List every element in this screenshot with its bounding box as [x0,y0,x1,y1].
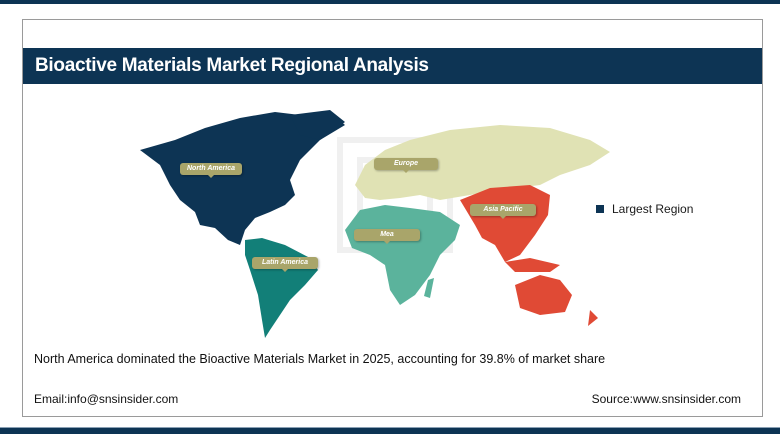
region-mea[interactable] [345,205,460,305]
map-label-north-america: North America [180,163,242,178]
legend: Largest Region [596,202,693,216]
top-bar [0,0,780,4]
region-madagascar[interactable] [424,278,434,298]
legend-label: Largest Region [612,202,694,216]
page-title: Bioactive Materials Market Regional Anal… [23,48,762,84]
legend-swatch [596,205,604,213]
map-label-asia-pacific: Asia Pacific [470,204,536,219]
region-indonesia[interactable] [505,258,560,272]
bottom-bar [0,427,780,434]
region-greenland[interactable] [290,110,345,140]
region-north-america[interactable] [140,112,345,245]
region-latin-america[interactable] [245,238,318,338]
region-asia-pacific[interactable] [460,185,550,262]
map-label-latin-america: Latin America [252,257,318,272]
region-new-zealand[interactable] [588,310,598,326]
region-europe[interactable] [355,125,610,200]
map-label-europe: Europe [374,158,438,173]
map-label-mea: Mea [354,229,420,244]
region-australia[interactable] [515,275,572,315]
